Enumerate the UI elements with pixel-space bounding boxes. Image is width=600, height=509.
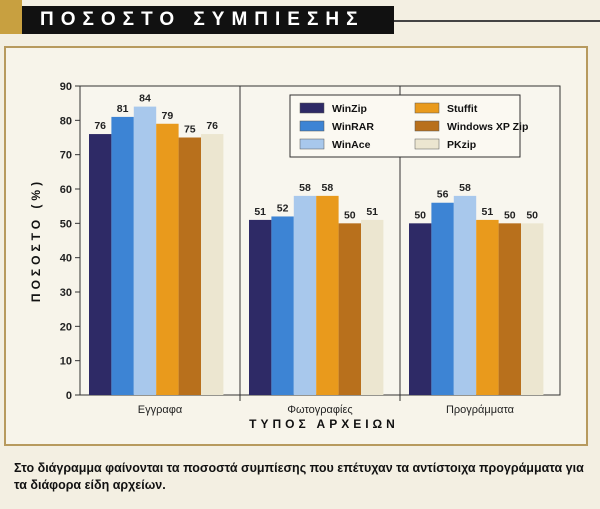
bar [498,223,521,395]
data-label: 50 [344,209,356,221]
data-label: 52 [277,202,289,214]
data-label: 76 [94,120,106,132]
header-bar: ΠΟΣΟΣΤΟ ΣΥΜΠΙΕΣΗΣ [0,0,600,38]
data-label: 51 [482,206,494,218]
bar [521,223,544,395]
legend-box [289,94,521,158]
legend-label: PKzip [447,139,476,151]
y-tick-label: 90 [60,81,72,93]
page-title: ΠΟΣΟΣΤΟ ΣΥΜΠΙΕΣΗΣ [40,9,365,30]
bar [249,219,272,395]
header-accent [0,0,22,34]
bar [409,223,432,395]
x-tick-label: Εγγραφα [138,404,183,416]
legend-swatch [299,120,325,132]
x-tick-label: Προγράμματα [446,404,515,416]
legend-swatch [414,120,440,132]
bar [453,195,477,395]
bar [201,134,224,396]
header-title-background [22,6,394,34]
legend-swatch [299,102,325,114]
legend-label: WinRAR [332,121,374,133]
x-axis-title: ΤΥΠΟΣ ΑΡΧΕΙΩΝ [249,417,399,431]
bar [89,134,112,396]
data-label: 51 [254,206,266,218]
legend-label: Stuffit [447,103,478,115]
bar [271,216,294,395]
y-tick-label: 30 [60,287,72,299]
bar [111,116,134,396]
bar [178,137,201,395]
legend-label: Windows XP Zip [447,121,528,133]
bar [338,223,361,395]
legend-swatch [414,102,440,114]
legend-swatch [414,138,440,150]
y-tick-label: 70 [60,150,72,162]
data-label: 84 [139,93,151,105]
y-tick-label: 40 [60,253,72,265]
data-label: 75 [184,124,196,136]
bar [361,219,384,395]
legend-swatch [299,138,325,150]
legend-label: WinAce [332,139,371,151]
y-axis-title: ΠΟΣΟΣΤΟ (%) [29,178,43,302]
bar [431,202,454,395]
bar [476,219,499,395]
x-tick-label: Φωτογραφίες [287,404,352,416]
data-label: 50 [504,209,516,221]
data-label: 58 [322,182,334,194]
header-rule [394,20,600,22]
y-tick-label: 60 [60,184,72,196]
data-label: 50 [414,209,426,221]
data-label: 76 [206,120,218,132]
data-label: 50 [526,209,538,221]
y-tick-label: 20 [60,321,72,333]
data-label: 56 [437,189,449,201]
data-label: 81 [117,103,129,115]
y-tick-label: 80 [60,115,72,127]
chart-caption: Στο διάγραμμα φαίνονται τα ποσοστά συμπί… [14,461,584,492]
y-tick-label: 0 [66,390,72,402]
y-tick-label: 10 [60,356,72,368]
data-label: 51 [366,206,378,218]
data-label: 79 [162,110,174,122]
legend-label: WinZip [332,103,367,115]
bar [316,195,339,395]
data-label: 58 [459,182,471,194]
bar [133,106,157,395]
bar [293,195,317,395]
data-label: 58 [299,182,311,194]
bar [156,123,179,396]
y-tick-label: 50 [60,218,72,230]
